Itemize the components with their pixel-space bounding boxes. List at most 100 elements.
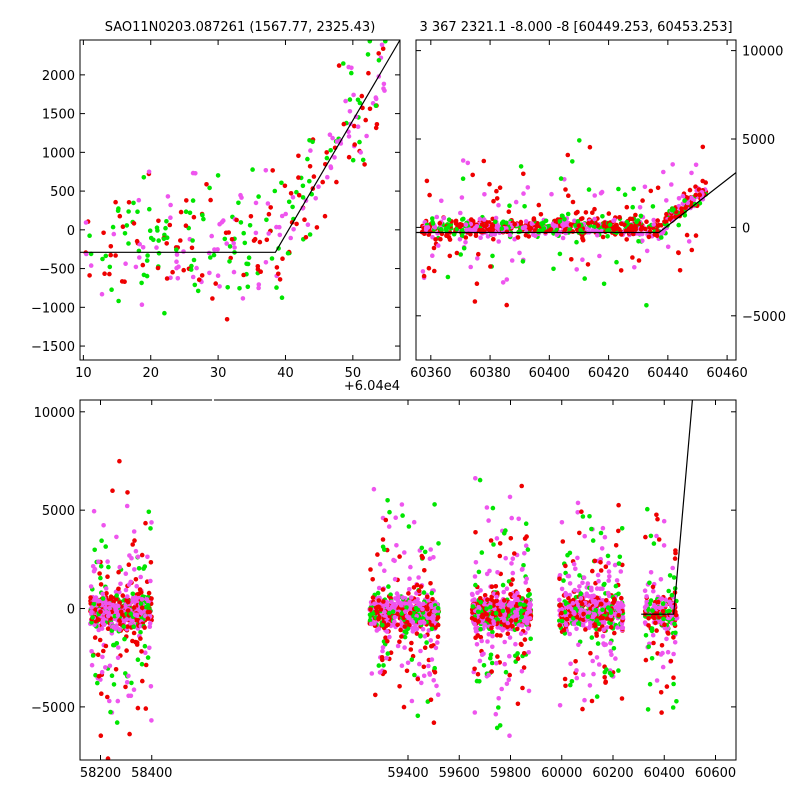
magenta-point	[422, 634, 428, 639]
red-point	[581, 611, 586, 617]
red-point	[123, 684, 128, 690]
red-point	[595, 223, 600, 228]
magenta-point	[527, 601, 533, 606]
green-point	[310, 139, 315, 145]
green-point	[659, 235, 664, 240]
red-point	[125, 490, 130, 495]
data-points	[88, 458, 680, 760]
magenta-point	[496, 202, 501, 208]
magenta-point	[472, 597, 477, 602]
green-point	[305, 156, 310, 162]
magenta-point	[83, 220, 89, 225]
green-point	[460, 176, 466, 181]
green-point	[126, 209, 131, 214]
red-point	[475, 633, 481, 638]
red-point	[557, 623, 562, 628]
red-point	[421, 273, 427, 279]
green-point	[419, 545, 425, 551]
red-point	[268, 205, 274, 210]
green-point	[651, 541, 657, 546]
green-point	[543, 218, 549, 224]
magenta-point	[428, 547, 434, 552]
red-point	[648, 188, 654, 194]
red-point	[303, 235, 309, 240]
red-point	[463, 235, 469, 240]
green-point	[122, 636, 127, 642]
magenta-point	[432, 225, 438, 230]
magenta-point	[355, 124, 361, 129]
green-point	[144, 258, 150, 263]
green-point	[557, 251, 563, 257]
magenta-point	[615, 600, 621, 606]
red-point	[608, 624, 614, 630]
magenta-point	[434, 683, 439, 689]
red-point	[685, 195, 690, 200]
red-point	[619, 696, 625, 701]
magenta-point	[387, 606, 393, 612]
red-point	[101, 230, 106, 236]
y-tick-label: 500	[50, 185, 75, 200]
magenta-point	[238, 192, 243, 198]
red-point	[398, 627, 403, 633]
red-point	[488, 264, 493, 269]
red-point	[196, 277, 202, 283]
magenta-point	[516, 623, 522, 628]
magenta-point	[479, 652, 485, 657]
magenta-point	[174, 259, 179, 265]
magenta-point	[123, 571, 129, 576]
green-point	[360, 157, 366, 163]
green-point	[422, 549, 428, 555]
magenta-point	[504, 586, 510, 591]
magenta-point	[96, 559, 101, 564]
magenta-point	[689, 170, 694, 176]
green-point	[376, 663, 382, 668]
green-point	[503, 669, 509, 675]
magenta-point	[116, 645, 121, 650]
red-point	[616, 613, 621, 618]
magenta-point	[520, 566, 525, 572]
magenta-point	[529, 221, 535, 226]
red-point	[671, 635, 676, 640]
magenta-point	[490, 644, 495, 650]
green-point	[648, 533, 654, 539]
red-point	[526, 234, 532, 239]
magenta-point	[409, 595, 414, 600]
red-point	[490, 228, 495, 233]
magenta-point	[404, 613, 410, 619]
red-point	[523, 599, 529, 604]
red-point	[655, 185, 661, 191]
magenta-point	[372, 601, 377, 607]
magenta-point	[482, 601, 487, 607]
magenta-point	[618, 569, 624, 574]
red-point	[619, 232, 624, 237]
magenta-point	[526, 616, 531, 621]
red-point	[252, 236, 258, 242]
red-point	[264, 237, 270, 243]
magenta-point	[132, 612, 138, 618]
green-point	[676, 222, 681, 228]
red-point	[575, 209, 580, 215]
red-point	[651, 640, 656, 646]
magenta-point	[524, 576, 529, 582]
red-point	[689, 247, 695, 253]
red-point	[481, 158, 487, 164]
green-point	[238, 220, 244, 225]
magenta-point	[573, 566, 578, 572]
green-point	[577, 573, 582, 578]
green-point	[582, 276, 587, 281]
green-point	[521, 602, 527, 608]
magenta-point	[685, 200, 691, 206]
green-point	[645, 506, 650, 512]
red-point	[352, 123, 357, 129]
magenta-point	[585, 581, 591, 586]
magenta-point	[525, 185, 531, 190]
magenta-point	[572, 218, 577, 224]
green-point	[147, 228, 153, 233]
red-point	[687, 187, 693, 193]
red-point	[598, 560, 603, 565]
red-point	[143, 520, 148, 526]
magenta-point	[423, 227, 429, 232]
x-tick-label: 58200	[80, 766, 121, 781]
magenta-point	[154, 245, 159, 250]
green-point	[602, 581, 607, 587]
